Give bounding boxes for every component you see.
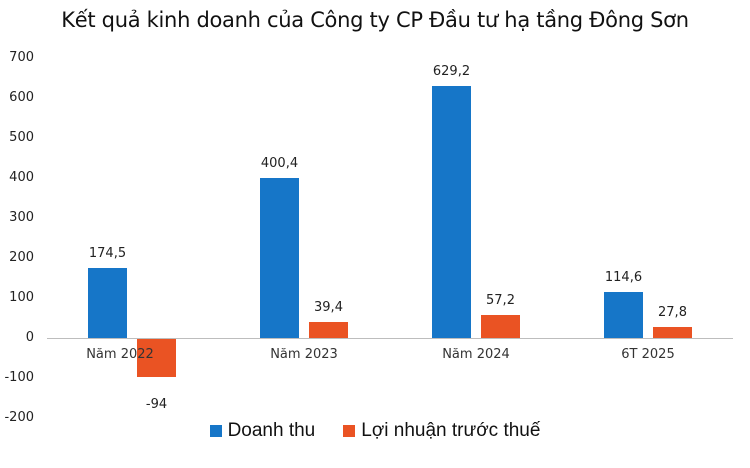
data-label: 27,8 xyxy=(658,304,687,320)
y-tick: -200 xyxy=(4,410,34,425)
data-label: 39,4 xyxy=(314,300,343,316)
zero-axis-line xyxy=(47,338,733,339)
data-label: 174,5 xyxy=(88,246,127,262)
y-tick: 200 xyxy=(9,250,34,265)
y-tick: 500 xyxy=(9,130,34,145)
y-tick: -100 xyxy=(4,370,34,385)
data-label: 629,2 xyxy=(432,64,471,80)
bar-doanh-thu xyxy=(604,292,643,338)
bar-loi-nhuan xyxy=(653,326,692,338)
y-tick: 0 xyxy=(25,330,34,345)
category-label: Năm 2022 xyxy=(86,347,154,362)
legend: Doanh thu Lợi nhuận trước thuế xyxy=(0,420,750,442)
bar-doanh-thu xyxy=(432,86,471,338)
category-label: Năm 2024 xyxy=(442,347,510,362)
chart-title: Kết quả kinh doanh của Công ty CP Đầu tư… xyxy=(61,8,689,32)
bar-loi-nhuan xyxy=(309,322,348,338)
category-label: Năm 2023 xyxy=(270,347,338,362)
bar-doanh-thu xyxy=(88,268,127,338)
bar-loi-nhuan xyxy=(481,315,520,338)
legend-item-doanh-thu: Doanh thu xyxy=(209,420,316,442)
legend-label: Lợi nhuận trước thuế xyxy=(361,420,541,441)
legend-label: Doanh thu xyxy=(227,420,316,441)
data-label: 400,4 xyxy=(260,155,299,171)
data-label: -94 xyxy=(145,396,168,412)
category-label: 6T 2025 xyxy=(621,347,675,362)
bar-doanh-thu xyxy=(260,177,299,338)
data-label: 114,6 xyxy=(604,270,643,286)
data-label: 57,2 xyxy=(486,293,515,309)
y-tick: 700 xyxy=(9,50,34,65)
y-tick: 600 xyxy=(9,90,34,105)
y-tick: 300 xyxy=(9,210,34,225)
legend-item-loi-nhuan: Lợi nhuận trước thuế xyxy=(343,420,540,442)
y-tick: 100 xyxy=(9,290,34,305)
legend-swatch-orange xyxy=(343,425,356,437)
y-tick: 400 xyxy=(9,170,34,185)
legend-swatch-blue xyxy=(209,425,222,437)
bar-loi-nhuan xyxy=(137,339,176,377)
